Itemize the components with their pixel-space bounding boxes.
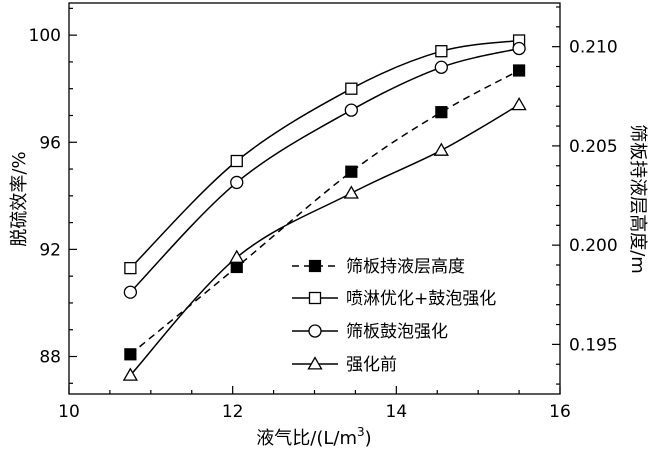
data-point-series-2 [230,175,244,190]
data-point-series-0 [435,106,448,119]
data-point-series-3 [229,249,245,263]
series-line-2 [129,47,520,293]
y-axis-title-right: 筛板持液层高度/m [627,124,648,274]
x-axis-title: 液气比/(L/m3) [256,425,371,449]
data-point-series-0 [512,64,526,77]
x-tick-label: 12 [222,402,244,422]
y-left-tick-label: 100 [29,26,61,46]
data-point-series-1 [345,82,358,95]
y-right-tick-label: 0.210 [569,38,618,58]
data-point-series-1 [230,154,243,168]
y-right-tick-label: 0.200 [569,236,618,256]
data-point-series-2 [123,285,138,299]
y-left-tick-label: 88 [39,348,61,368]
series-lines [129,39,520,376]
data-point-series-2 [344,103,358,117]
data-point-series-3 [511,96,527,111]
data-point-series-2 [434,60,448,74]
legend-label-1: 喷淋优化+鼓泡强化 [346,289,496,309]
data-point-series-3 [433,142,449,156]
data-point-series-3 [343,185,359,199]
data-point-series-0 [345,165,358,178]
y-axis-title-left: 脱硫效率/% [9,151,30,246]
series-markers [122,34,527,381]
series-line-1 [129,39,520,269]
tick-marks [68,6,561,394]
data-point-series-3 [122,367,138,381]
x-tick-label: 14 [386,402,408,422]
legend-marker-0 [308,259,322,273]
legend-marker-1 [308,291,322,305]
legend-marker-2 [308,324,322,338]
y-left-tick-label: 96 [39,133,61,153]
series-line-3 [129,104,520,376]
x-tick-label: 16 [549,402,571,422]
y-right-tick-label: 0.195 [569,335,618,355]
data-point-series-1 [435,45,448,58]
data-point-series-0 [124,348,137,361]
y-left-tick-label: 92 [39,240,61,260]
data-point-series-2 [512,41,526,56]
legend-label-2: 筛板鼓泡强化 [346,322,448,342]
tick-labels: 10 12 14 16 88 92 96 100 0.195 0.200 0.205 0.210 [29,26,618,422]
legend-label-0: 筛板持液层高度 [346,257,465,277]
legend-label-3: 强化前 [346,355,397,375]
x-tick-label: 10 [58,402,80,422]
data-point-series-0 [230,260,243,274]
legend-marker-3 [307,356,323,370]
data-point-series-1 [124,261,137,275]
series-line-0 [129,69,520,355]
y-right-tick-label: 0.205 [569,137,618,157]
